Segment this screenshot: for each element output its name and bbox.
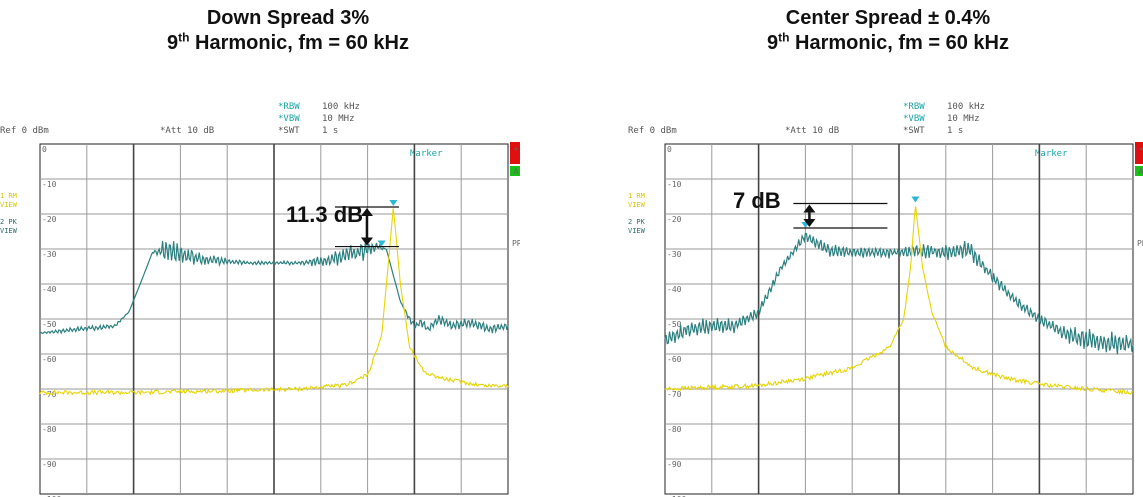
y-tick-label: -50 <box>667 320 682 329</box>
y-tick-label: -70 <box>42 390 57 399</box>
trace1-mode: VIEW <box>0 201 18 209</box>
trace2-mode: VIEW <box>628 227 646 235</box>
trace-line-2 <box>39 208 509 396</box>
sweep-time-label: *SWT <box>278 126 300 136</box>
status-badge-red <box>1135 142 1143 164</box>
y-tick-label: -30 <box>667 250 682 259</box>
annotation-db-label: 11.3 dB <box>286 202 363 227</box>
y-tick-label: -30 <box>42 250 57 259</box>
marker-readout-label: Marker <box>410 149 443 159</box>
harmonic-number: 9 <box>767 32 779 54</box>
annotation-arrow-head-up <box>360 208 373 216</box>
title-line-2: 9th Harmonic, fm = 60 kHz <box>678 31 1098 56</box>
trace1-label: 1 RM <box>628 192 645 200</box>
chart-title-down-spread: Down Spread 3% 9th Harmonic, fm = 60 kHz <box>78 6 498 56</box>
attenuation-label: *Att 10 dB <box>160 126 214 136</box>
status-badge-red <box>510 142 520 164</box>
y-tick-label: -20 <box>667 215 682 224</box>
harmonic-suffix: th <box>178 30 190 45</box>
rbw-value: 100 kHz <box>947 102 985 112</box>
ref-level-label: Ref 0 dBm <box>628 126 677 136</box>
trace2-mode: VIEW <box>0 227 18 235</box>
title-line-2-rest: Harmonic, fm = 60 kHz <box>189 32 409 54</box>
y-tick-label: -90 <box>42 460 57 469</box>
y-tick-label: -80 <box>42 425 57 434</box>
badge-red-text: * <box>514 146 519 155</box>
y-tick-label: 0 <box>42 145 47 154</box>
marker-readout-label: Marker <box>1035 149 1068 159</box>
trace1-mode: VIEW <box>628 201 646 209</box>
y-tick-label: -20 <box>42 215 57 224</box>
spectrum-plot-down-spread: Ref 0 dBm *Att 10 dB *RBW *VBW *SWT 100 kHz 10… <box>0 102 520 497</box>
side-label-prn: PRN <box>512 239 520 248</box>
vbw-label: *VBW <box>278 114 300 124</box>
trace2-label: 2 PK <box>0 218 18 226</box>
trace-line-1 <box>664 232 1134 355</box>
badge-green-text: A <box>1139 167 1143 176</box>
harmonic-number: 9 <box>167 32 179 54</box>
y-tick-label: -100 <box>42 495 61 497</box>
y-tick-label: -60 <box>42 355 57 364</box>
sweep-time-label: *SWT <box>903 126 925 136</box>
ref-level-label: Ref 0 dBm <box>0 126 49 136</box>
y-tick-label: -40 <box>667 285 682 294</box>
title-line-2: 9th Harmonic, fm = 60 kHz <box>78 31 498 56</box>
status-badge-green <box>510 166 520 176</box>
annotation-arrow-head-down <box>803 219 816 227</box>
side-label-prn: PRN <box>1137 239 1143 248</box>
y-tick-label: 0 <box>667 145 672 154</box>
attenuation-label: *Att 10 dB <box>785 126 839 136</box>
annotation-db-label: 7 dB <box>733 188 781 213</box>
title-line-2-rest: Harmonic, fm = 60 kHz <box>789 32 1009 54</box>
y-tick-label: -40 <box>42 285 57 294</box>
marker-1-triangle <box>389 200 398 206</box>
y-tick-label: -10 <box>667 180 682 189</box>
y-tick-label: -90 <box>667 460 682 469</box>
sweep-time-value: 1 s <box>322 126 338 136</box>
marker-1-triangle <box>911 196 920 203</box>
rbw-label: *RBW <box>278 102 300 112</box>
y-tick-label: -80 <box>667 425 682 434</box>
y-tick-label: -70 <box>667 390 682 399</box>
spectrum-plot-center-spread: Ref 0 dBm *Att 10 dB *RBW *VBW *SWT 100 kHz 10… <box>628 102 1143 497</box>
marker-2-triangle <box>377 240 386 247</box>
sweep-time-value: 1 s <box>947 126 963 136</box>
vbw-value: 10 MHz <box>947 114 980 124</box>
badge-red-text: * <box>1139 146 1143 155</box>
annotation-arrow-head-down <box>360 237 373 246</box>
y-tick-label: -50 <box>42 320 57 329</box>
y-tick-label: -60 <box>667 355 682 364</box>
title-line-1: Down Spread 3% <box>206 7 370 29</box>
trace-line-2 <box>664 206 1134 396</box>
trace-line-1 <box>39 240 509 335</box>
status-badge-green <box>1135 166 1143 176</box>
rbw-value: 100 kHz <box>322 102 360 112</box>
y-tick-label: -100 <box>667 495 686 497</box>
title-line-1: Center Spread ± 0.4% <box>785 7 991 29</box>
trace2-label: 2 PK <box>628 218 646 226</box>
annotation-arrow-head-up <box>803 204 816 213</box>
harmonic-suffix: th <box>778 30 790 45</box>
y-tick-label: -10 <box>42 180 57 189</box>
vbw-value: 10 MHz <box>322 114 355 124</box>
rbw-label: *RBW <box>903 102 925 112</box>
chart-title-center-spread: Center Spread ± 0.4% 9th Harmonic, fm = … <box>678 6 1098 56</box>
badge-green-text: A <box>514 167 519 176</box>
trace1-label: 1 RM <box>0 192 17 200</box>
vbw-label: *VBW <box>903 114 925 124</box>
